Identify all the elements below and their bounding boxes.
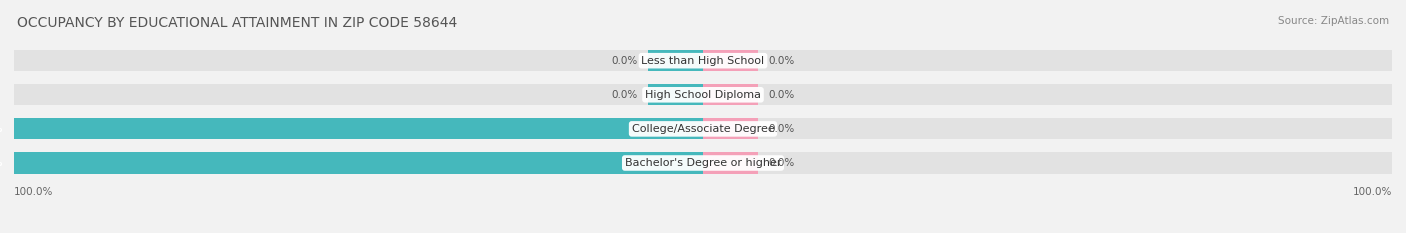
Bar: [703, 84, 758, 105]
Text: 0.0%: 0.0%: [769, 124, 794, 134]
Text: College/Associate Degree: College/Associate Degree: [631, 124, 775, 134]
Bar: [703, 118, 758, 140]
Bar: [14, 50, 703, 71]
Text: 100.0%: 100.0%: [14, 187, 53, 197]
Bar: [703, 152, 1392, 174]
Text: Source: ZipAtlas.com: Source: ZipAtlas.com: [1278, 16, 1389, 26]
Bar: [14, 84, 703, 105]
Text: 100.0%: 100.0%: [1353, 187, 1392, 197]
Bar: [703, 118, 1392, 140]
Text: 0.0%: 0.0%: [769, 90, 794, 100]
Bar: [14, 152, 703, 174]
Bar: [648, 84, 703, 105]
Text: 0.0%: 0.0%: [769, 158, 794, 168]
Text: OCCUPANCY BY EDUCATIONAL ATTAINMENT IN ZIP CODE 58644: OCCUPANCY BY EDUCATIONAL ATTAINMENT IN Z…: [17, 16, 457, 30]
Bar: [703, 50, 758, 71]
Text: 0.0%: 0.0%: [769, 56, 794, 66]
Bar: [14, 152, 703, 174]
Text: Less than High School: Less than High School: [641, 56, 765, 66]
Bar: [648, 50, 703, 71]
Text: High School Diploma: High School Diploma: [645, 90, 761, 100]
Bar: [703, 152, 758, 174]
Bar: [703, 50, 1392, 71]
Text: Bachelor's Degree or higher: Bachelor's Degree or higher: [624, 158, 782, 168]
Bar: [14, 118, 703, 140]
Text: 0.0%: 0.0%: [612, 90, 637, 100]
Text: 100.0%: 100.0%: [0, 124, 4, 134]
Text: 100.0%: 100.0%: [0, 158, 4, 168]
Bar: [703, 84, 1392, 105]
Bar: [14, 118, 703, 140]
Text: 0.0%: 0.0%: [612, 56, 637, 66]
